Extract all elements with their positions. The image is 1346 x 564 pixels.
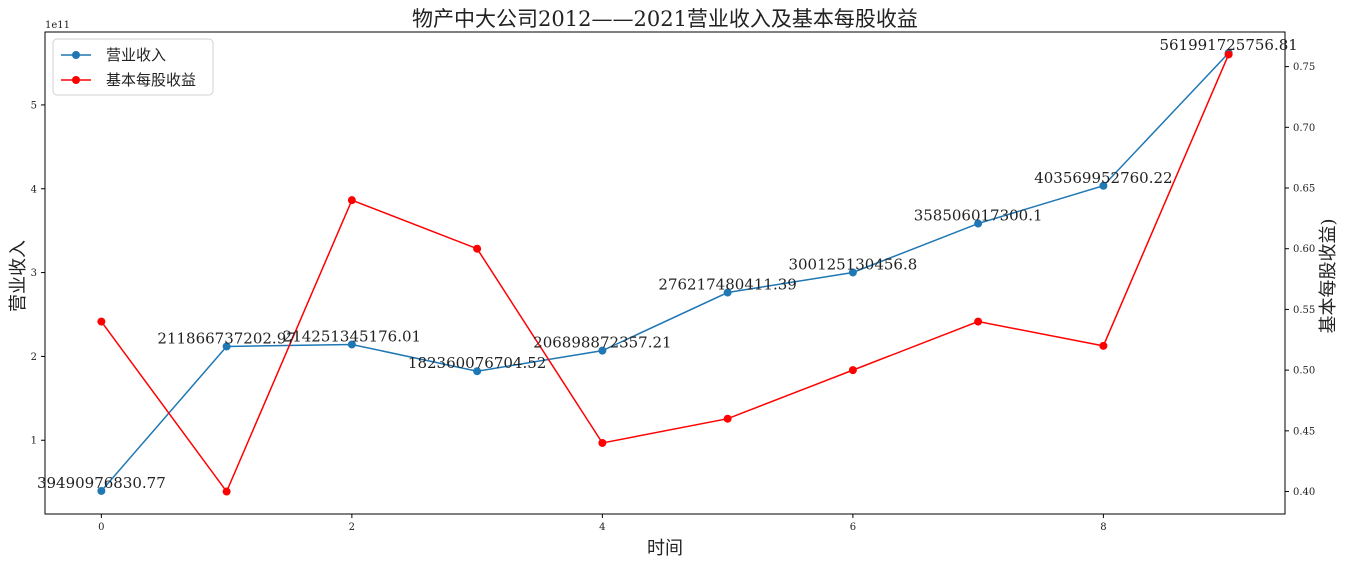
legend: 营业收入 基本每股收益 — [52, 38, 214, 96]
eps-series-line — [100, 54, 1230, 494]
x-axis-ticks: 0 2 4 6 8 — [98, 514, 1107, 533]
revenue-data-label: 358506017300.1 — [914, 207, 1043, 225]
y-right-tick-label: 0.55 — [1293, 305, 1315, 316]
revenue-data-label: 206898872357.21 — [533, 334, 671, 352]
eps-point — [723, 414, 732, 423]
y-left-tick-label: 5 — [31, 100, 37, 111]
legend-label-revenue: 营业收入 — [106, 46, 166, 64]
y-axis-left-ticks: 1 2 3 4 5 — [31, 100, 45, 447]
y-right-tick-label: 0.75 — [1293, 62, 1315, 73]
chart-title: 物产中大公司2012——2021营业收入及基本每股收益 — [412, 7, 918, 31]
plot-area — [44, 31, 1286, 515]
revenue-data-label: 211866737202.97 — [157, 329, 295, 347]
y-axis-right-label: 基本每股收益) — [1318, 218, 1339, 333]
eps-point — [848, 366, 857, 375]
x-tick-label: 6 — [850, 522, 856, 533]
revenue-point — [974, 219, 983, 228]
y-left-tick-label: 3 — [31, 268, 37, 279]
y-left-tick-label: 2 — [31, 352, 37, 363]
revenue-data-label: 182360076704.52 — [408, 354, 546, 372]
eps-point — [473, 244, 482, 253]
eps-point — [347, 196, 356, 205]
y-right-tick-label: 0.40 — [1293, 487, 1315, 498]
x-tick-label: 8 — [1100, 522, 1106, 533]
revenue-data-label: 39490976830.77 — [37, 474, 166, 492]
legend-marker-revenue — [72, 51, 80, 59]
x-tick-label: 0 — [98, 522, 104, 533]
revenue-point — [848, 268, 857, 277]
x-tick-label: 4 — [599, 522, 605, 533]
revenue-point — [1099, 181, 1108, 190]
eps-point — [974, 317, 983, 326]
y-right-tick-label: 0.70 — [1293, 123, 1315, 134]
revenue-point — [222, 342, 231, 351]
revenue-point — [97, 486, 106, 495]
y-left-tick-label: 4 — [31, 184, 37, 195]
eps-point — [598, 438, 607, 447]
y-right-tick-label: 0.45 — [1293, 426, 1315, 437]
revenue-point — [598, 346, 607, 355]
eps-point — [97, 317, 106, 326]
revenue-point — [723, 288, 732, 297]
eps-point — [1099, 341, 1108, 350]
eps-point — [222, 487, 231, 496]
revenue-data-label: 300125130456.8 — [788, 255, 917, 273]
eps-point — [1224, 50, 1233, 59]
revenue-data-label: 214251345176.01 — [283, 327, 421, 345]
y-right-tick-label: 0.65 — [1293, 184, 1315, 195]
y-axis-left-label: 营业收入 — [8, 240, 29, 312]
data-labels-layer: 39490976830.77 211866737202.9721425134517… — [37, 36, 1298, 492]
y-axis-right-ticks: 0.40 0.45 0.50 0.55 0.60 0.65 0.70 0.75 — [1285, 62, 1315, 498]
legend-marker-eps — [72, 76, 80, 84]
revenue-data-label: 276217480411.39 — [658, 276, 796, 294]
y-axis-left-exponent: 1e11 — [45, 20, 70, 31]
x-axis-label: 时间 — [647, 538, 683, 559]
y-right-tick-label: 0.60 — [1293, 244, 1315, 255]
revenue-point — [347, 340, 356, 349]
revenue-point — [473, 367, 482, 376]
legend-label-eps: 基本每股收益 — [106, 71, 196, 89]
x-tick-label: 2 — [349, 522, 355, 533]
revenue-data-label: 403569952760.22 — [1034, 169, 1172, 187]
revenue-data-label: 561991725756.81 — [1159, 36, 1297, 54]
series-layer — [97, 48, 1233, 496]
y-left-tick-label: 1 — [31, 436, 37, 447]
legend-box — [52, 38, 214, 96]
y-right-tick-label: 0.50 — [1293, 366, 1315, 377]
